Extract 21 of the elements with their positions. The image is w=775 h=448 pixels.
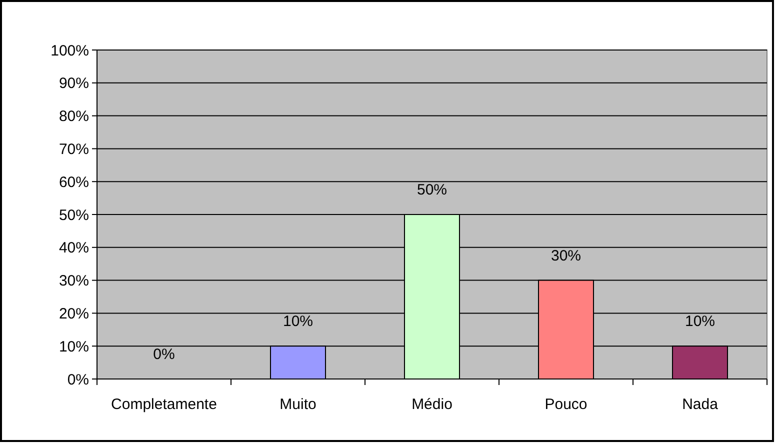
y-tick-label: 70% <box>58 140 89 158</box>
y-tick-label: 100% <box>50 42 89 60</box>
data-label: 10% <box>684 313 716 330</box>
y-tick-label: 10% <box>58 338 89 356</box>
x-tick-label: Completamente <box>111 396 217 413</box>
x-tick-label: Muito <box>280 396 316 413</box>
x-tick-label: Médio <box>412 396 452 413</box>
y-tick-label: 0% <box>67 371 89 388</box>
data-label: 10% <box>282 313 314 330</box>
y-tick-label: 40% <box>58 240 89 257</box>
data-label: 50% <box>416 182 448 198</box>
y-tick-label: 90% <box>58 75 89 92</box>
x-tick-label: Nada <box>682 396 719 413</box>
y-tick-label: 50% <box>58 206 89 224</box>
data-label: 0% <box>153 346 175 363</box>
y-tick-label: 30% <box>58 272 89 290</box>
data-label: 30% <box>550 247 582 264</box>
x-tick-label: Pouco <box>544 396 588 413</box>
y-tick-label: 80% <box>58 108 89 126</box>
y-tick-label: 60% <box>58 174 89 191</box>
y-tick-label: 20% <box>58 305 89 322</box>
